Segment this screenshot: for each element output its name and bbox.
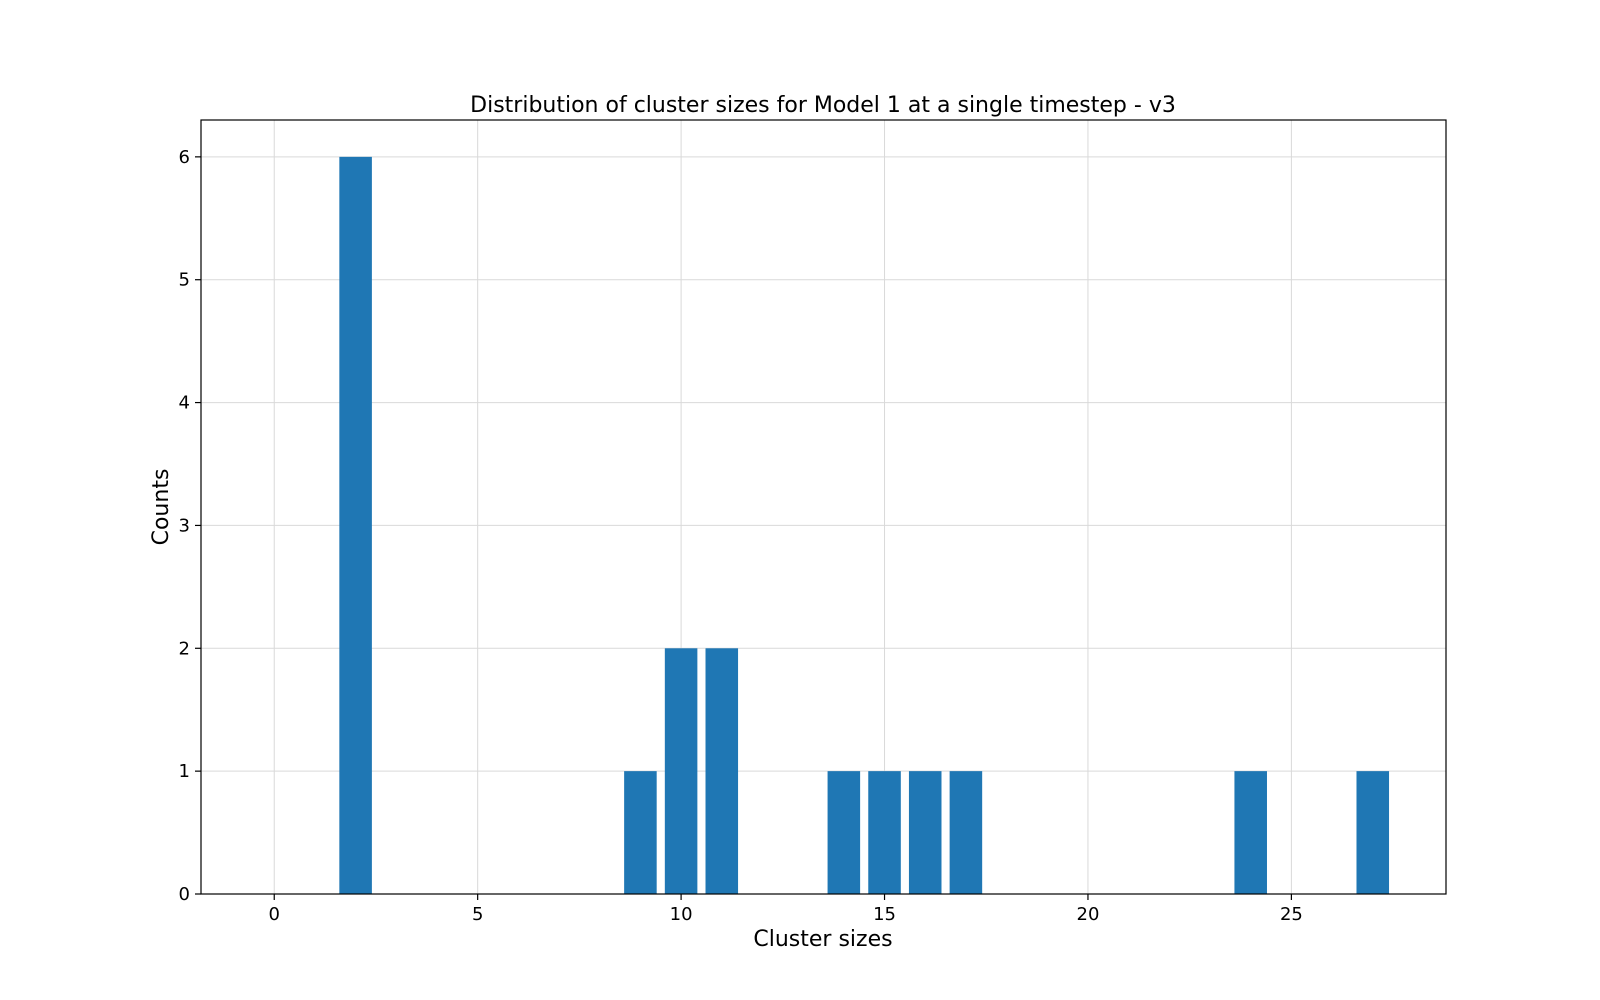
bar: [949, 771, 983, 894]
x-tick-label: 20: [1077, 904, 1100, 925]
chart-title: Distribution of cluster sizes for Model …: [470, 93, 1176, 118]
y-tick-label: 6: [179, 147, 190, 168]
bar: [827, 771, 861, 894]
x-tick-label: 25: [1280, 904, 1303, 925]
bar: [624, 771, 657, 894]
y-tick-label: 3: [179, 515, 190, 536]
x-tick-label: 15: [873, 904, 896, 925]
x-axis-label: Cluster sizes: [753, 927, 892, 952]
grid-layer: [201, 120, 1446, 895]
x-tick-label: 0: [269, 904, 280, 925]
bar: [1356, 771, 1390, 894]
y-tick-label: 0: [179, 884, 190, 905]
y-tick-label: 4: [179, 393, 190, 414]
ticks-layer: 0 5 10 15 20 25 0 1 2 3 4 5 6: [179, 147, 1303, 925]
bar: [705, 648, 739, 894]
x-tick-label: 5: [472, 904, 483, 925]
bar: [868, 771, 901, 894]
bar: [339, 156, 372, 894]
plot-frame: [200, 119, 1447, 895]
y-tick-label: 5: [179, 270, 190, 291]
x-tick-label: 10: [670, 904, 693, 925]
bar: [908, 771, 942, 894]
y-tick-label: 2: [179, 638, 190, 659]
y-tick-label: 1: [179, 761, 190, 782]
bars-layer: [339, 156, 1390, 894]
bar: [1234, 771, 1267, 894]
y-axis-label: Counts: [149, 469, 174, 546]
bar: [664, 648, 698, 894]
